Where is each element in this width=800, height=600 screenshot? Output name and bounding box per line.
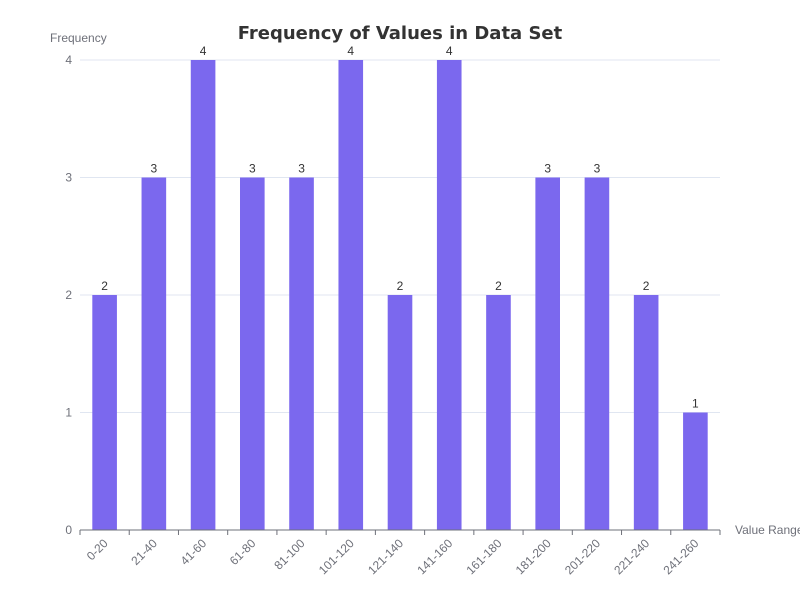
bar[interactable] (436, 60, 462, 530)
data-label: 4 (446, 44, 453, 58)
data-label: 2 (101, 279, 108, 293)
x-tick-label: 61-80 (227, 536, 259, 568)
data-label: 3 (594, 162, 601, 176)
data-label: 4 (347, 44, 354, 58)
x-tick-label: 221-240 (611, 536, 652, 577)
data-label: 3 (544, 162, 551, 176)
x-tick-label: 201-220 (562, 536, 603, 577)
x-axis-ticks: 0-20 21-40 41-60 61-80 81-100 101-120 121-140 1… (84, 536, 702, 577)
bar[interactable] (289, 177, 314, 531)
x-tick-label: 41-60 (178, 536, 210, 568)
bar[interactable] (92, 295, 117, 530)
x-tick-label: 101-120 (316, 536, 357, 577)
bar[interactable] (486, 295, 511, 530)
x-tick-label: 141-160 (414, 536, 455, 577)
bar[interactable] (683, 412, 708, 531)
x-tick-label: 181-200 (513, 536, 554, 577)
x-tick-label: 21-40 (128, 536, 160, 568)
bar[interactable] (387, 295, 413, 530)
data-label: 2 (397, 279, 404, 293)
bar[interactable] (141, 177, 167, 531)
data-label: 1 (692, 397, 699, 411)
x-tick-label: 161-180 (464, 536, 505, 577)
data-label: 2 (643, 279, 650, 293)
y-tick-label: 1 (65, 406, 72, 420)
bar[interactable] (633, 295, 659, 530)
y-axis-ticks: 0 1 2 3 4 (65, 53, 72, 537)
data-label: 3 (249, 162, 256, 176)
data-labels: 2 3 4 3 3 4 2 4 2 3 3 2 1 (101, 44, 699, 411)
bar[interactable] (584, 177, 610, 531)
y-tick-label: 0 (65, 523, 72, 537)
y-tick-label: 4 (65, 53, 72, 67)
x-axis (79, 529, 721, 535)
data-label: 3 (151, 162, 158, 176)
x-tick-label: 241-260 (660, 536, 701, 577)
bar[interactable] (535, 177, 560, 531)
y-axis-label: Frequency (50, 31, 107, 45)
x-tick-label: 81-100 (271, 536, 308, 573)
bar[interactable] (190, 60, 216, 530)
y-tick-label: 2 (65, 288, 72, 302)
x-tick-label: 121-140 (365, 536, 406, 577)
data-label: 3 (298, 162, 305, 176)
data-label: 2 (495, 279, 502, 293)
bar[interactable] (240, 177, 265, 531)
data-label: 4 (200, 44, 207, 58)
bar[interactable] (338, 60, 364, 530)
x-tick-label: 0-20 (84, 536, 111, 563)
bars (92, 60, 708, 531)
chart-title: Frequency of Values in Data Set (238, 23, 563, 44)
y-tick-label: 3 (65, 171, 72, 185)
x-axis-label: Value Range (735, 523, 800, 537)
